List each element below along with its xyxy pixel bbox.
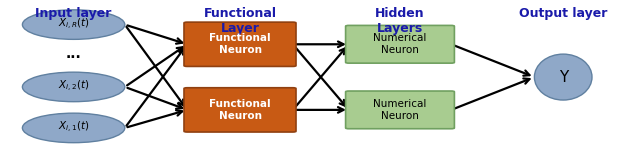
Text: Numerical
Neuron: Numerical Neuron — [373, 99, 427, 121]
Text: Functional
Neuron: Functional Neuron — [209, 33, 271, 55]
Text: Numerical
Neuron: Numerical Neuron — [373, 33, 427, 55]
FancyBboxPatch shape — [184, 88, 296, 132]
FancyBboxPatch shape — [346, 91, 454, 129]
FancyBboxPatch shape — [184, 22, 296, 66]
Text: Y: Y — [559, 70, 568, 85]
Text: $X_{i,R}(t)$: $X_{i,R}(t)$ — [58, 17, 90, 32]
Text: ...: ... — [66, 47, 81, 61]
Text: Output layer: Output layer — [519, 7, 607, 20]
Ellipse shape — [22, 72, 125, 102]
Text: Hidden
Layers: Hidden Layers — [375, 7, 425, 35]
FancyBboxPatch shape — [346, 25, 454, 63]
Ellipse shape — [22, 10, 125, 39]
Ellipse shape — [22, 113, 125, 143]
Text: Functional
Layer: Functional Layer — [204, 7, 276, 35]
Text: $X_{i,1}(t)$: $X_{i,1}(t)$ — [58, 120, 90, 135]
Text: Functional
Neuron: Functional Neuron — [209, 99, 271, 121]
Text: Input layer: Input layer — [35, 7, 112, 20]
Ellipse shape — [534, 54, 592, 100]
Text: $X_{i,2}(t)$: $X_{i,2}(t)$ — [58, 79, 90, 94]
